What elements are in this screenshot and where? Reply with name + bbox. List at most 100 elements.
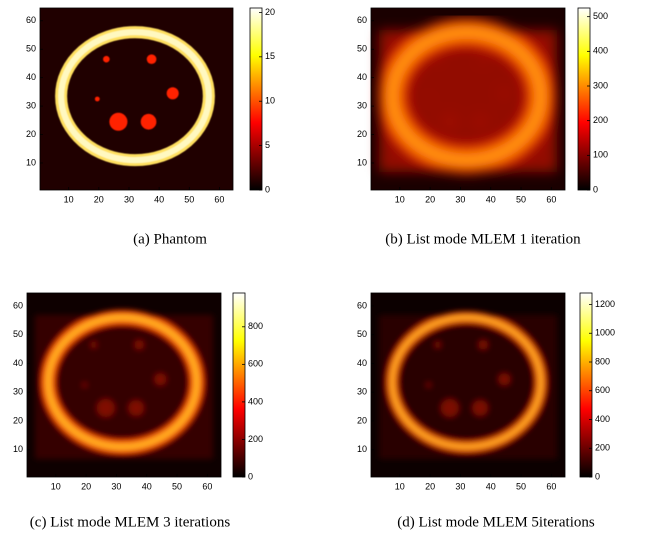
heatmap-spot [147,54,157,64]
heatmap-spot [434,56,441,63]
y-tick-label: 50 [357,44,367,54]
heatmap-image [35,315,213,459]
y-tick-label: 20 [26,129,36,139]
heatmap-spot [154,373,166,385]
colorbar [250,8,262,190]
heatmap-spot [90,341,97,348]
x-tick-label: 50 [172,481,182,491]
y-tick-label: 50 [13,329,23,339]
heatmap-image [379,315,557,459]
colorbar-tick-label: 10 [265,96,275,106]
heatmap-spot [441,399,459,417]
colorbar-tick-label: 0 [595,471,600,481]
heatmap-spot [426,97,431,102]
colorbar-tick-label: 400 [593,46,608,56]
y-tick-label: 60 [26,15,36,25]
x-tick-label: 40 [142,481,152,491]
y-tick-label: 10 [13,444,23,454]
x-tick-label: 50 [516,194,526,204]
heatmap-spot [472,114,488,130]
x-tick-label: 30 [124,194,134,204]
heatmap-spot [109,113,127,131]
colorbar [578,8,590,190]
x-tick-label: 30 [455,481,465,491]
x-tick-label: 20 [425,481,435,491]
heatmap-spot [498,87,510,99]
x-tick-label: 10 [64,194,74,204]
heatmap-spot [103,56,110,63]
colorbar-tick-label: 5 [265,140,270,150]
caption: (c) List mode MLEM 3 iterations [30,514,231,530]
caption: (b) List mode MLEM 1 iteration [385,231,581,247]
x-tick-label: 10 [51,481,61,491]
colorbar-tick-label: 300 [593,80,608,90]
y-tick-label: 50 [357,329,367,339]
colorbar-tick-label: 100 [593,150,608,160]
y-tick-label: 20 [13,415,23,425]
figure: 10203040506010203040506005101520(a) Phan… [0,0,650,535]
heatmap-spot [82,383,87,388]
x-tick-label: 20 [94,194,104,204]
x-tick-label: 60 [546,194,556,204]
heatmap-spot [434,341,441,348]
heatmap-spot [426,383,431,388]
y-tick-label: 60 [357,15,367,25]
colorbar-tick-label: 1000 [595,328,615,338]
colorbar-tick-label: 200 [595,443,610,453]
heatmap-spot [441,113,459,131]
colorbar-tick-label: 0 [593,184,598,194]
colorbar-tick-label: 200 [593,115,608,125]
x-tick-label: 50 [516,481,526,491]
caption: (d) List mode MLEM 5iterations [397,514,595,530]
x-tick-label: 40 [486,481,496,491]
y-tick-label: 20 [357,415,367,425]
heatmap-spot [478,340,488,350]
y-tick-label: 40 [13,358,23,368]
x-tick-label: 40 [486,194,496,204]
y-tick-label: 40 [357,72,367,82]
colorbar-tick-label: 400 [248,396,263,406]
x-tick-label: 20 [81,481,91,491]
y-tick-label: 40 [357,358,367,368]
y-tick-label: 40 [26,72,36,82]
y-tick-label: 10 [26,157,36,167]
x-tick-label: 60 [546,481,556,491]
colorbar-tick-label: 15 [265,51,275,61]
colorbar-tick-label: 800 [595,356,610,366]
x-tick-label: 40 [154,194,164,204]
y-tick-label: 50 [26,44,36,54]
colorbar-tick-label: 0 [265,184,270,194]
x-tick-label: 50 [184,194,194,204]
colorbar-tick-label: 20 [265,7,275,17]
colorbar-tick-label: 600 [248,359,263,369]
colorbar-tick-label: 500 [593,11,608,21]
x-tick-label: 30 [111,481,121,491]
heatmap-spot [478,54,488,64]
heatmap-spot [472,400,488,416]
x-tick-label: 60 [214,194,224,204]
x-tick-label: 60 [202,481,212,491]
x-tick-label: 10 [395,194,405,204]
colorbar [233,293,245,477]
heatmap-spot [134,340,144,350]
y-tick-label: 60 [13,300,23,310]
heatmap-spot [141,114,157,130]
x-tick-label: 30 [455,194,465,204]
heatmap-image [379,30,557,172]
heatmap-spot [167,87,179,99]
heatmap-spot [498,373,510,385]
x-tick-label: 10 [395,481,405,491]
y-tick-label: 60 [357,300,367,310]
colorbar-tick-label: 600 [595,385,610,395]
heatmap-spot [97,399,115,417]
y-tick-label: 10 [357,157,367,167]
y-tick-label: 10 [357,444,367,454]
colorbar-tick-label: 0 [248,471,253,481]
heatmap-spot [128,400,144,416]
colorbar-tick-label: 400 [595,414,610,424]
colorbar [580,293,592,477]
heatmap-spot [95,97,100,102]
